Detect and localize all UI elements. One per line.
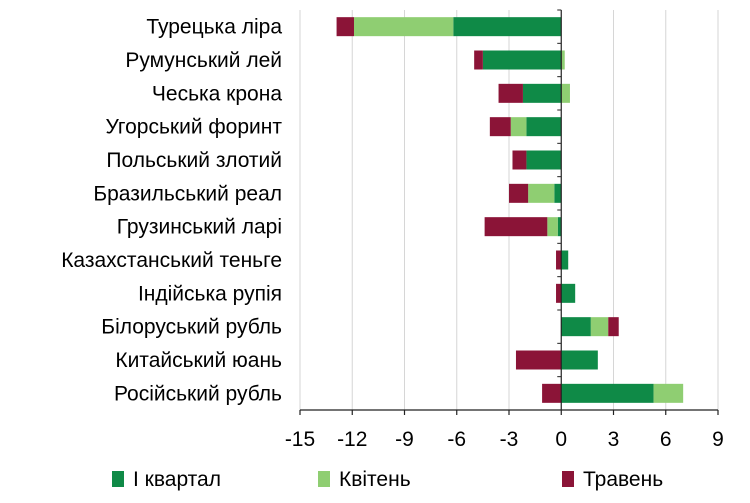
x-tick-labels: -15 -12 -9 -6 -3 0 3 6 9 [285, 428, 724, 451]
bar-2-row-2 [561, 50, 565, 70]
bar-3-row-5 [512, 150, 527, 170]
bar-1-row-2 [482, 50, 562, 70]
bar-3-row-1 [336, 17, 354, 37]
chart-gridlines [299, 10, 719, 410]
bar-2-row-4 [510, 117, 527, 137]
bar-3-row-9 [556, 283, 562, 303]
bar-3-row-8 [556, 250, 562, 270]
x-tick-label: 3 [608, 428, 620, 451]
bar-1-row-6 [554, 183, 562, 203]
x-tick-label: -12 [337, 428, 367, 451]
bar-1-row-1 [453, 17, 562, 37]
bar-3-row-4 [489, 117, 511, 137]
bar-2-row-1 [353, 17, 454, 37]
legend-label: Квітень [339, 468, 411, 491]
bar-2-row-12 [653, 383, 684, 403]
bar-1-row-5 [526, 150, 562, 170]
legend-swatch [318, 471, 330, 487]
category-label: Польський злотий [106, 149, 282, 172]
category-label: Казахстанський теньге [61, 249, 282, 272]
bar-1-row-4 [526, 117, 562, 137]
bar-1-row-11 [561, 350, 598, 370]
bar-2-row-3 [561, 83, 570, 103]
category-label: Угорський форинт [106, 116, 283, 139]
x-tick-label: -3 [500, 428, 519, 451]
chart-axis [299, 9, 719, 415]
bar-1-row-8 [561, 250, 569, 270]
bar-1-row-12 [561, 383, 654, 403]
category-label: Російський рубль [114, 382, 282, 405]
bar-3-row-7 [484, 217, 548, 237]
category-label: Бразильський реал [93, 182, 282, 205]
x-tick-label: 9 [712, 428, 724, 451]
bar-1-row-7 [557, 217, 562, 237]
legend-label: Травень [583, 468, 663, 491]
bar-1-row-10 [561, 317, 591, 337]
bar-3-row-12 [542, 383, 562, 403]
bar-3-row-6 [509, 183, 529, 203]
category-label: Грузинський ларі [117, 216, 282, 239]
category-labels: Турецька ліра Румунський лей Чеська крона У… [61, 16, 282, 406]
x-tick-label: 6 [660, 428, 672, 451]
bar-3-row-10 [608, 317, 619, 337]
x-tick-label: 0 [555, 428, 567, 451]
x-tick-label: -9 [395, 428, 414, 451]
chart-bars [336, 17, 684, 403]
bar-3-row-11 [515, 350, 562, 370]
x-tick-label: -15 [285, 428, 315, 451]
bar-2-row-7 [547, 217, 558, 237]
chart-legend: І квартал Квітень Травень [112, 468, 663, 491]
category-label: Чеська крона [152, 82, 282, 105]
bar-1-row-9 [561, 283, 576, 303]
legend-label: І квартал [133, 468, 221, 491]
legend-swatch [562, 471, 574, 487]
category-label: Індійська рупія [138, 282, 282, 305]
bar-3-row-2 [474, 50, 483, 70]
category-label: Китайський юань [115, 349, 282, 372]
x-tick-label: -6 [447, 428, 466, 451]
bar-2-row-6 [528, 183, 555, 203]
bar-2-row-10 [590, 317, 609, 337]
category-label: Румунський лей [125, 49, 282, 72]
legend-swatch [112, 471, 124, 487]
category-label: Білоруський рубль [101, 316, 282, 339]
category-label: Турецька ліра [146, 16, 282, 39]
bar-1-row-3 [522, 83, 562, 103]
bar-3-row-3 [498, 83, 523, 103]
